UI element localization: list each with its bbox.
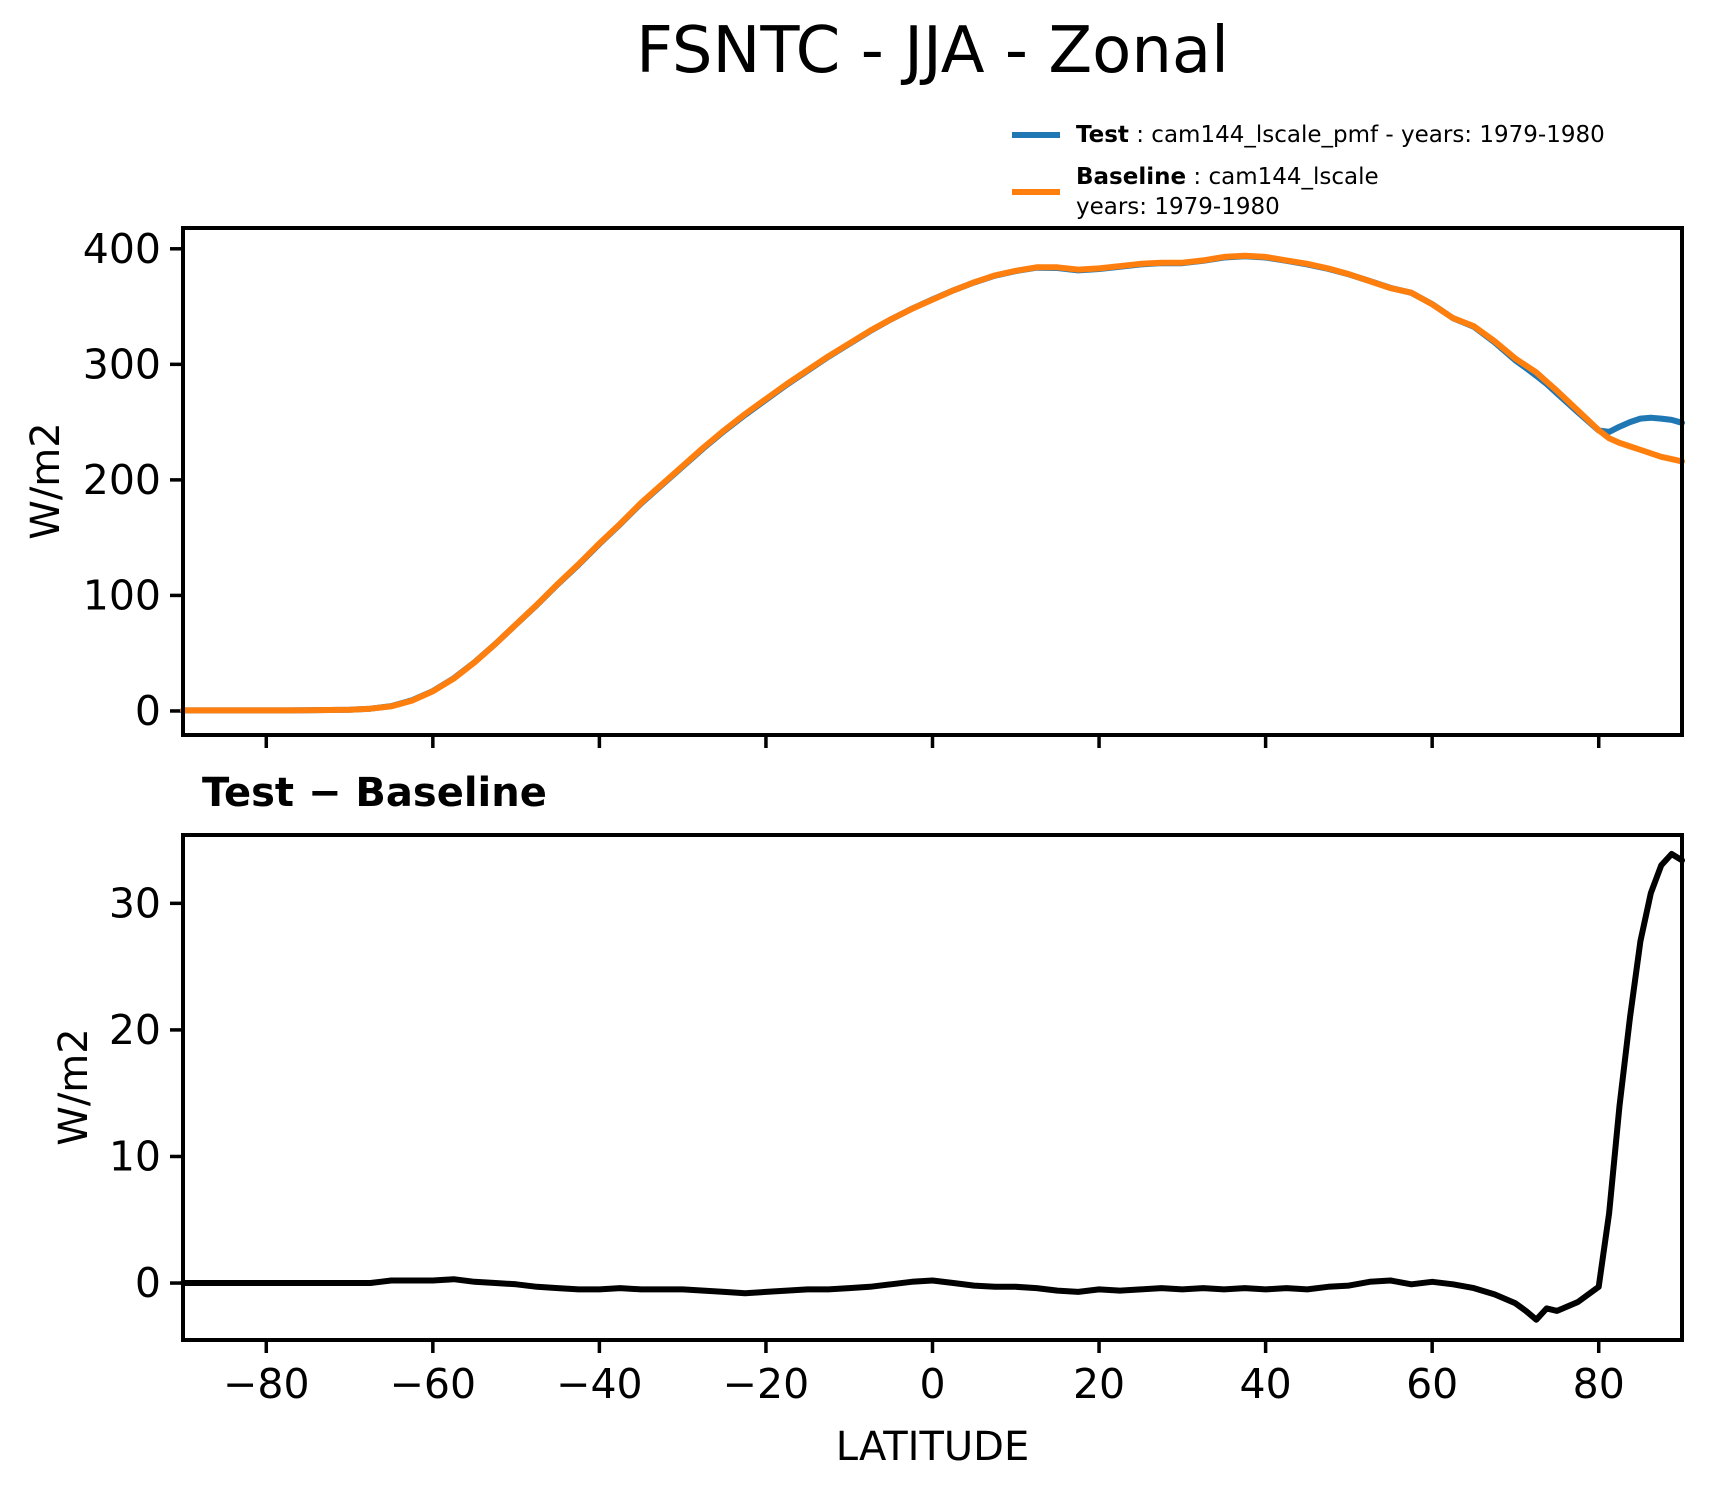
svg-text:0: 0 xyxy=(135,687,161,735)
legend-baseline-bold: Baseline xyxy=(1076,164,1187,190)
legend-item-test: Test : cam144_lscale_pmf - years: 1979-1… xyxy=(1012,120,1605,150)
legend: Test : cam144_lscale_pmf - years: 1979-1… xyxy=(1012,120,1605,234)
svg-text:200: 200 xyxy=(83,456,161,504)
svg-text:20: 20 xyxy=(1073,1360,1125,1408)
legend-item-test-label: Test : cam144_lscale_pmf - years: 1979-1… xyxy=(1076,120,1605,150)
top-panel-plot-area: 0 100 200 300 400 xyxy=(83,225,1685,748)
svg-text:0: 0 xyxy=(135,1259,161,1307)
svg-text:80: 80 xyxy=(1573,1360,1625,1408)
svg-text:−20: −20 xyxy=(723,1360,810,1408)
diff-panel-title: Test − Baseline xyxy=(202,770,547,816)
baseline-line-swatch xyxy=(1012,189,1060,195)
test-line-swatch xyxy=(1012,132,1060,138)
svg-text:10: 10 xyxy=(109,1132,161,1180)
svg-text:400: 400 xyxy=(83,225,161,273)
svg-text:−80: −80 xyxy=(223,1360,310,1408)
svg-text:20: 20 xyxy=(109,1006,161,1054)
diff-panel-y-axis-label: W/m2 xyxy=(51,1028,97,1146)
legend-baseline-line2: years: 1979-1980 xyxy=(1076,194,1280,220)
svg-text:300: 300 xyxy=(83,340,161,388)
svg-text:100: 100 xyxy=(83,571,161,619)
top-panel-y-axis-label: W/m2 xyxy=(23,422,69,540)
svg-text:60: 60 xyxy=(1406,1360,1458,1408)
diff-panel-plot-area: −80 −60 −40 −20 0 20 40 60 80 0 10 20 30 xyxy=(109,833,1685,1408)
legend-test-rest: : cam144_lscale_pmf - years: 1979-1980 xyxy=(1128,122,1605,148)
legend-baseline-rest: : cam144_lscale xyxy=(1186,164,1379,190)
svg-text:40: 40 xyxy=(1240,1360,1292,1408)
svg-text:0: 0 xyxy=(919,1360,945,1408)
svg-text:−40: −40 xyxy=(556,1360,643,1408)
difference-chart: −80 −60 −40 −20 0 20 40 60 80 0 10 20 30 xyxy=(109,833,1685,1408)
legend-item-baseline: Baseline : cam144_lscale years: 1979-198… xyxy=(1012,162,1605,222)
legend-item-baseline-label: Baseline : cam144_lscale years: 1979-198… xyxy=(1076,162,1379,222)
page-title: FSNTC - JJA - Zonal xyxy=(636,14,1229,88)
legend-test-bold: Test xyxy=(1076,122,1129,148)
x-axis-label: LATITUDE xyxy=(835,1424,1030,1470)
svg-text:−60: −60 xyxy=(390,1360,477,1408)
svg-text:30: 30 xyxy=(109,879,161,927)
zonal-mean-chart: 0 100 200 300 400 xyxy=(83,225,1685,748)
